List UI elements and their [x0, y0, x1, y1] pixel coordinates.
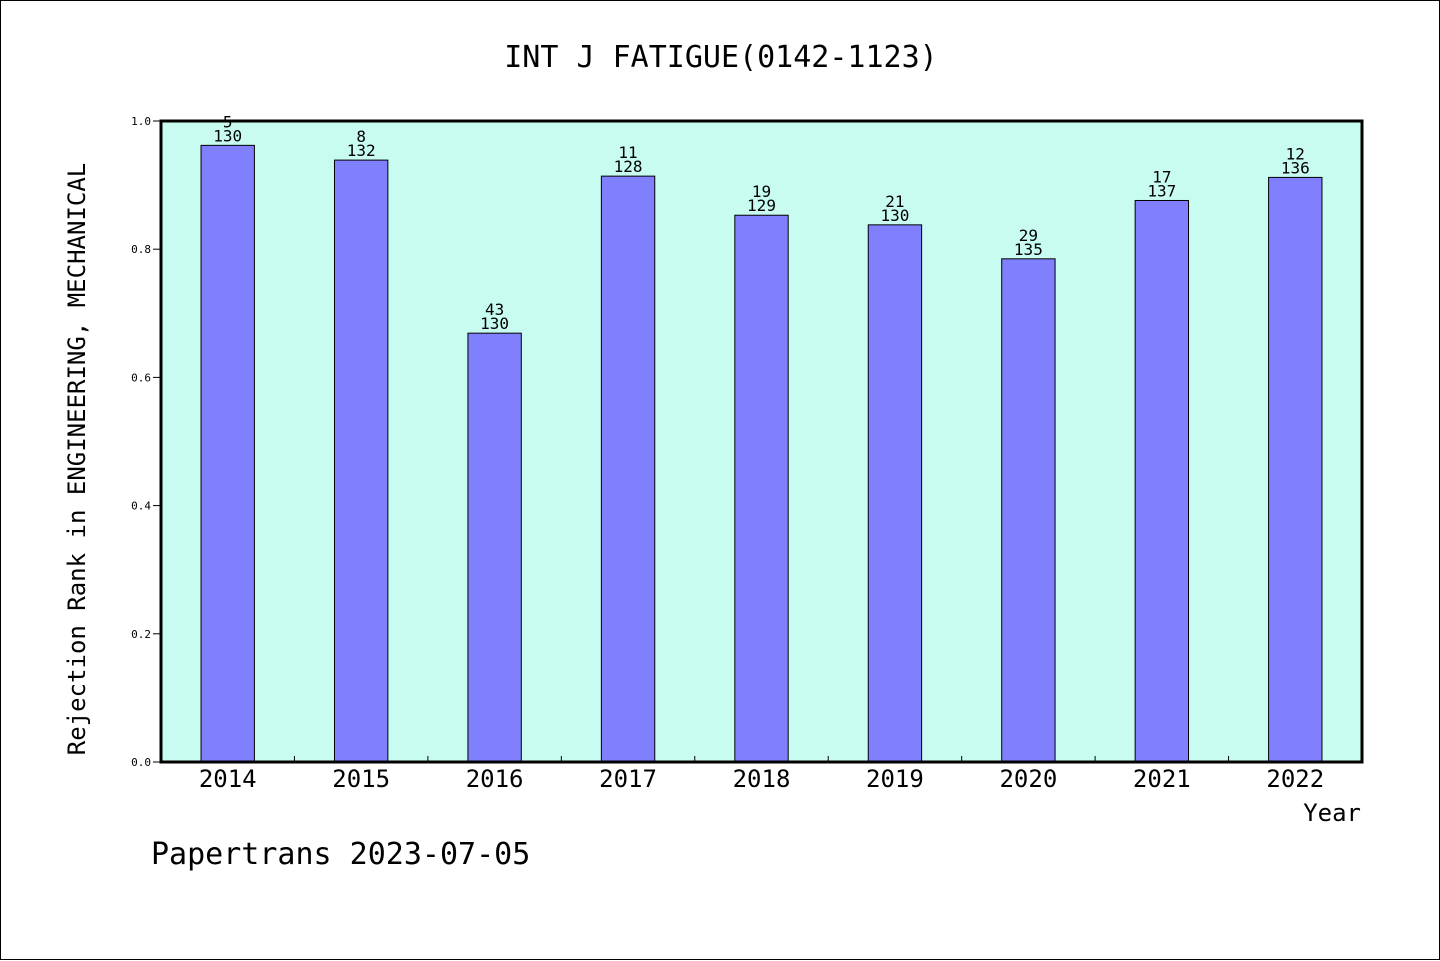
x-tick-label: 2017	[599, 765, 657, 793]
x-tick-label: 2020	[999, 765, 1057, 793]
bar-rank-label: 19	[752, 182, 771, 201]
chart-title: INT J FATIGUE(0142-1123)	[504, 40, 937, 75]
x-tick-label: 2016	[466, 765, 524, 793]
bar-series	[200, 144, 1323, 763]
bar-total-label: 129	[747, 196, 776, 215]
bar-rank-label: 8	[356, 127, 366, 146]
x-tick-label: 2015	[332, 765, 390, 793]
bar-total-label: 136	[1281, 158, 1310, 177]
footer-stamp: Papertrans 2023-07-05	[151, 837, 530, 872]
bar-2015	[333, 159, 389, 763]
bar-rank-label: 21	[885, 192, 904, 211]
bar-rank-label: 17	[1152, 167, 1171, 186]
bar-total-label: 130	[480, 314, 509, 333]
bar-2016	[467, 332, 522, 763]
bar-2020	[1001, 258, 1056, 763]
y-tick-label: 0.2	[131, 628, 151, 641]
bar-2014	[200, 144, 255, 763]
bar-2021	[1134, 199, 1190, 763]
y-axis: 0.0 0.2 0.4 0.6 0.8 1.0	[131, 115, 161, 769]
x-tick-label: 2022	[1266, 765, 1324, 793]
bar-2017	[600, 175, 656, 763]
bar-rank-label: 11	[618, 143, 637, 162]
bar-rank-label: 43	[485, 300, 504, 319]
x-axis-labels: 2014 2015 2016 2017 2018 2019 2020 2021 2022	[199, 765, 1324, 793]
bar-2018	[734, 214, 789, 763]
bar-total-label: 132	[347, 141, 376, 160]
bar-total-label: 135	[1014, 240, 1043, 259]
bar-total-label: 130	[213, 126, 242, 145]
plot-border	[159, 119, 1364, 764]
x-tick-label: 2021	[1133, 765, 1191, 793]
x-tick-label: 2018	[733, 765, 791, 793]
bar-total-label: 128	[614, 157, 643, 176]
y-tick-label: 0.8	[131, 243, 151, 256]
bar-total-label: 137	[1147, 181, 1176, 200]
x-axis-title: Year	[1303, 799, 1361, 827]
y-tick-label: 0.6	[131, 371, 151, 384]
y-tick-label: 0.4	[131, 500, 151, 513]
y-tick-label: 0.0	[131, 756, 151, 769]
y-axis-title: Rejection Rank in ENGINEERING, MECHANICA…	[63, 163, 91, 755]
bar-total-label: 130	[880, 206, 909, 225]
bar-2019	[867, 224, 923, 763]
bar-2022	[1268, 176, 1323, 763]
bar-rank-label: 12	[1286, 144, 1305, 163]
y-tick-label: 1.0	[131, 115, 151, 128]
x-tick-label: 2014	[199, 765, 257, 793]
bar-rank-label: 29	[1019, 226, 1038, 245]
x-tick-label: 2019	[866, 765, 924, 793]
